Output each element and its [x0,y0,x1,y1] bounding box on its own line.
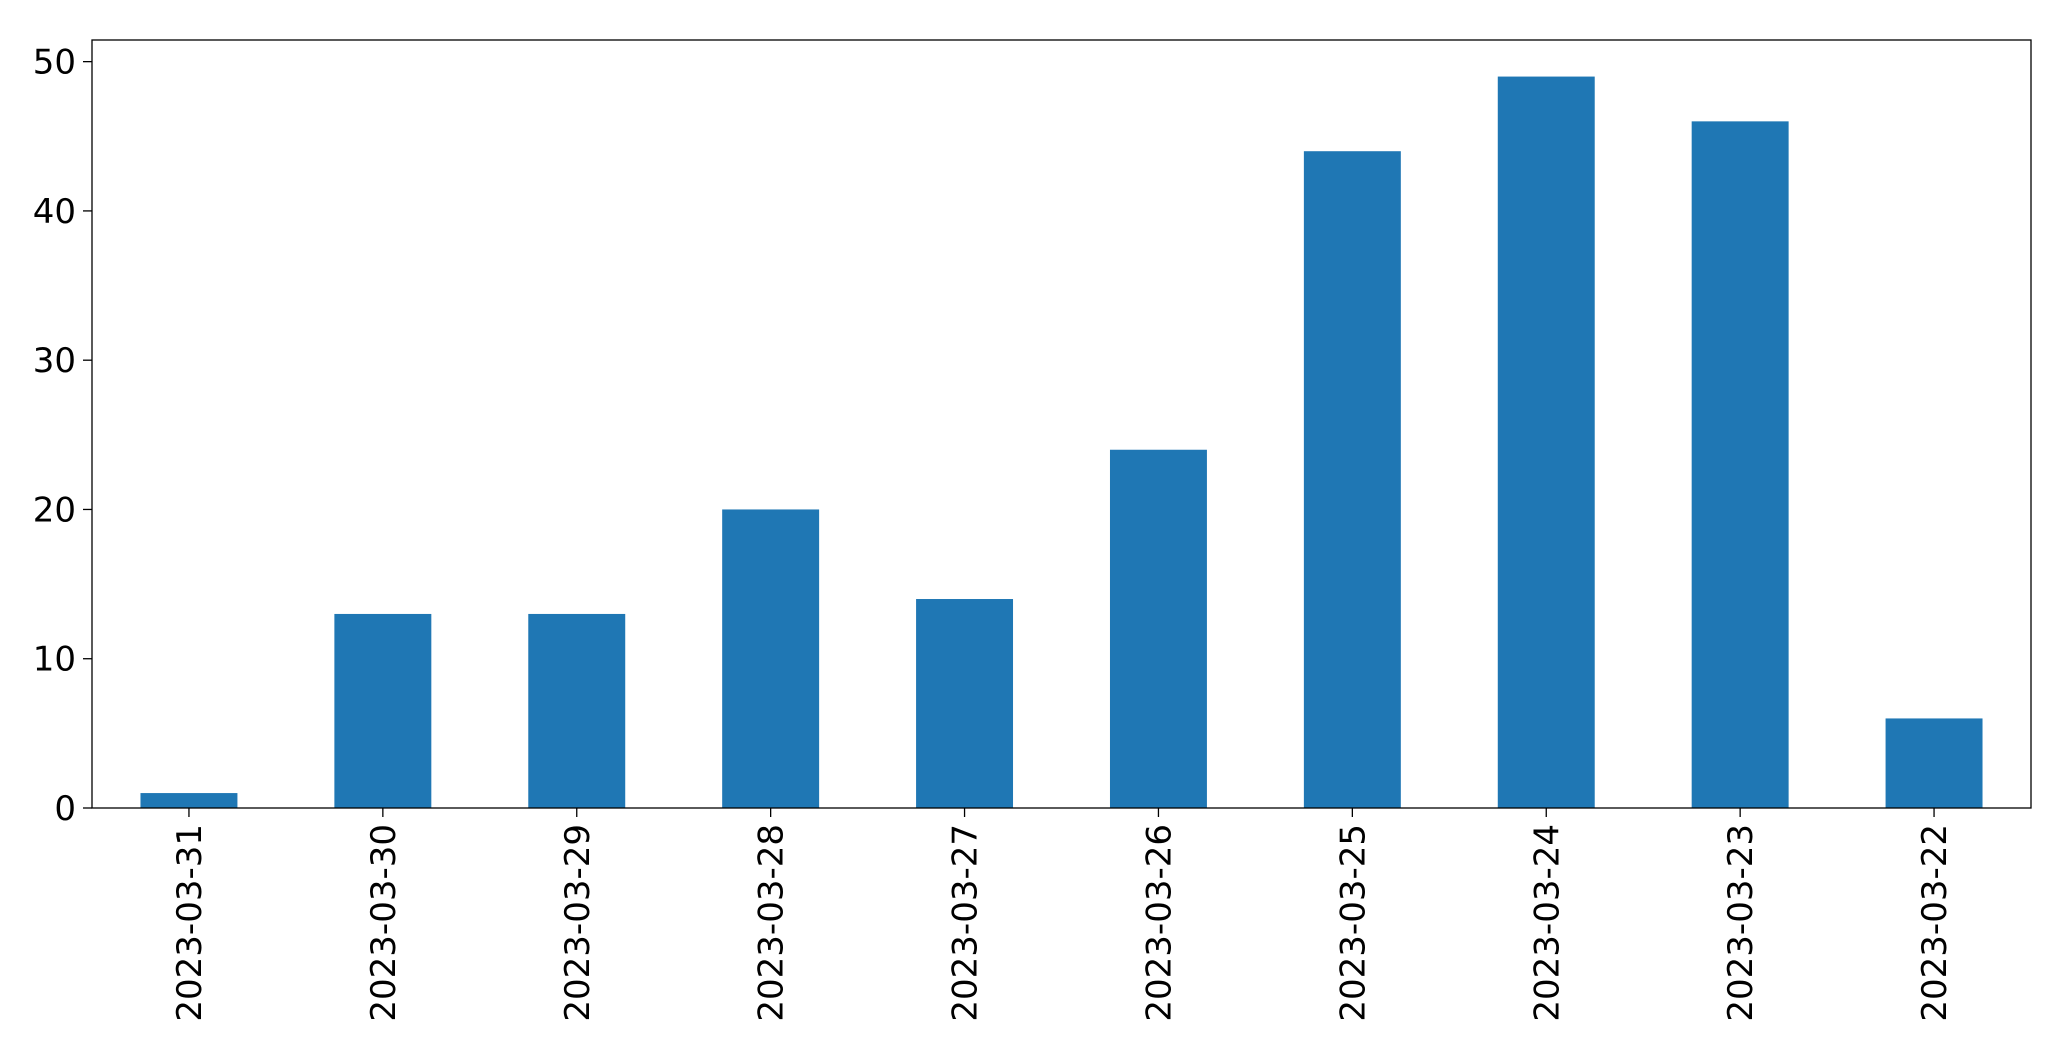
bar [1691,121,1789,808]
y-tick-label: 20 [33,490,76,530]
x-tick-label: 2023-03-30 [364,824,404,1022]
x-tick-label: 2023-03-31 [170,824,210,1022]
y-tick-label: 0 [54,789,76,829]
y-tick-label: 10 [33,640,76,680]
x-tick-label: 2023-03-25 [1333,824,1373,1022]
x-tick-label: 2023-03-27 [946,824,986,1022]
bar [334,613,432,808]
y-tick-label: 30 [33,341,76,381]
y-tick-label: 50 [33,43,76,83]
bar [140,793,238,808]
bar [722,509,820,808]
x-tick-label: 2023-03-28 [752,824,792,1022]
y-tick-label: 40 [33,192,76,232]
x-tick-label: 2023-03-29 [558,824,598,1022]
bar [1109,449,1207,808]
plot-frame [91,39,2032,809]
bar [1303,151,1401,808]
bar [916,599,1014,808]
x-tick-label: 2023-03-26 [1139,824,1179,1022]
x-tick-label: 2023-03-23 [1721,824,1761,1022]
x-tick-label: 2023-03-22 [1915,824,1955,1022]
bar [1497,76,1595,809]
bar [528,613,626,808]
x-tick-label: 2023-03-24 [1527,824,1567,1022]
bar [1885,718,1983,808]
